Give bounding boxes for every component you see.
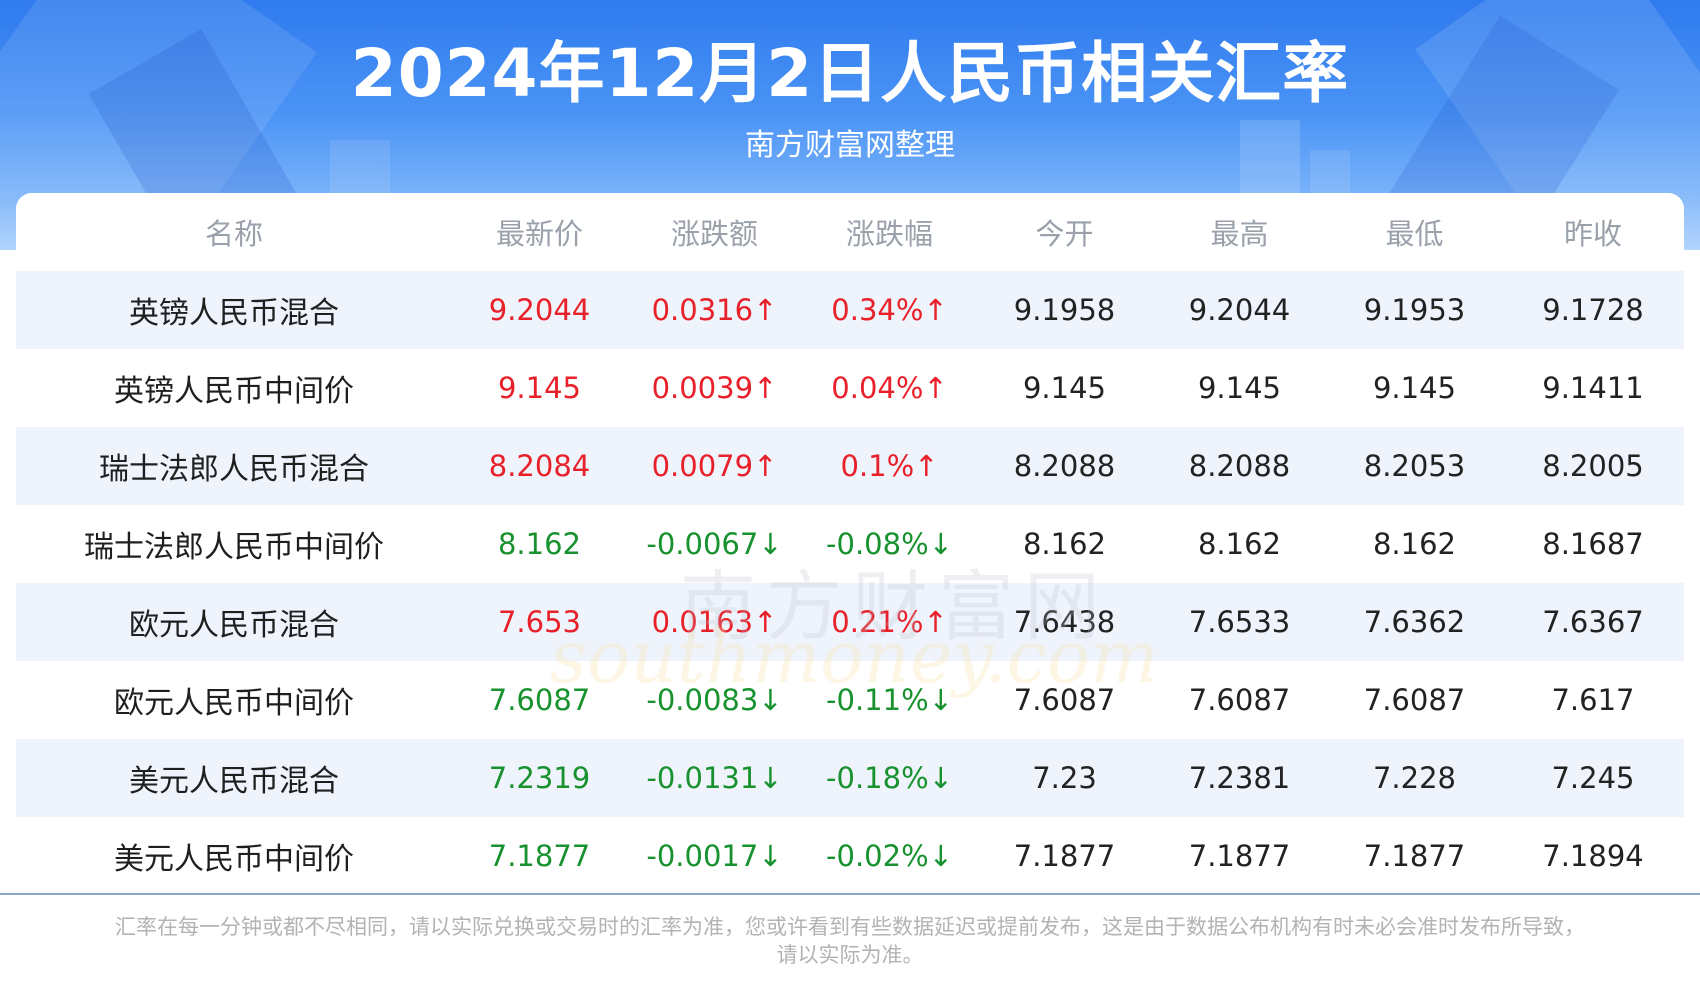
latest-price: 8.2084: [488, 449, 591, 483]
change-amount: 0.0079↑: [651, 449, 778, 483]
table-row: 英镑人民币中间价 9.145 0.0039↑ 0.04%↑ 9.145 9.145 9.14…: [16, 349, 1684, 427]
prev-close-price: 7.1894: [1542, 839, 1644, 873]
change-amount: 0.0163↑: [651, 605, 778, 639]
latest-price: 7.1877: [488, 839, 591, 873]
change-percent: -0.18%↓: [826, 761, 953, 795]
change-amount: 0.0316↑: [651, 293, 778, 327]
latest-price: 8.162: [497, 527, 582, 561]
change-percent: -0.02%↓: [826, 839, 953, 873]
currency-pair-name: 瑞士法郎人民币混合: [99, 452, 369, 487]
change-percent: -0.08%↓: [826, 527, 953, 561]
open-price: 7.23: [1032, 761, 1097, 795]
table-row: 美元人民币混合 7.2319 -0.0131↓ -0.18%↓ 7.23 7.2381 7.…: [16, 739, 1684, 817]
change-amount: -0.0067↓: [646, 527, 783, 561]
change-percent: 0.21%↑: [831, 605, 948, 639]
currency-pair-name: 瑞士法郎人民币中间价: [84, 530, 384, 565]
rate-table: 名称 最新价 涨跌额 涨跌幅 今开 最高 最低 昨收 英镑人民币混合 9.2044…: [0, 193, 1700, 895]
open-price: 7.1877: [1013, 839, 1116, 873]
low-price: 9.1953: [1363, 293, 1466, 327]
currency-pair-name: 欧元人民币中间价: [114, 686, 354, 721]
high-price: 7.6087: [1188, 683, 1291, 717]
disclaimer: 汇率在每一分钟或都不尽相同，请以实际兑换或交易时的汇率为准，您或许看到有些数据延…: [60, 913, 1640, 969]
change-amount: -0.0017↓: [646, 839, 783, 873]
table-row: 欧元人民币中间价 7.6087 -0.0083↓ -0.11%↓ 7.6087 7.608…: [16, 661, 1684, 739]
low-price: 9.145: [1372, 371, 1457, 405]
column-header-change: 涨跌额: [670, 217, 758, 251]
low-price: 7.228: [1372, 761, 1457, 795]
low-price: 7.6362: [1363, 605, 1466, 639]
latest-price: 9.2044: [488, 293, 591, 327]
disclaimer-line-1: 汇率在每一分钟或都不尽相同，请以实际兑换或交易时的汇率为准，您或许看到有些数据延…: [115, 915, 1585, 939]
change-amount: 0.0039↑: [651, 371, 778, 405]
currency-pair-name: 美元人民币中间价: [114, 842, 354, 877]
open-price: 8.2088: [1013, 449, 1116, 483]
high-price: 8.2088: [1188, 449, 1291, 483]
prev-close-price: 7.245: [1551, 761, 1635, 795]
column-header-high: 最高: [1210, 217, 1269, 251]
low-price: 8.162: [1372, 527, 1457, 561]
low-price: 7.6087: [1363, 683, 1466, 717]
table-row: 瑞士法郎人民币中间价 8.162 -0.0067↓ -0.08%↓ 8.162 8.162…: [16, 505, 1684, 583]
table-row: 欧元人民币混合 7.653 0.0163↑ 0.21%↑ 7.6438 7.6533 7.6…: [16, 583, 1684, 661]
change-percent: 0.1%↑: [840, 449, 939, 483]
disclaimer-line-2: 请以实际为准。: [776, 943, 924, 967]
open-price: 7.6438: [1013, 605, 1116, 639]
column-header-name: 名称: [204, 217, 263, 251]
column-header-open: 今开: [1035, 217, 1094, 251]
change-amount: -0.0083↓: [646, 683, 783, 717]
change-percent: -0.11%↓: [826, 683, 953, 717]
table-row: 瑞士法郎人民币混合 8.2084 0.0079↑ 0.1%↑ 8.2088 8.2088 8…: [16, 427, 1684, 505]
change-amount: -0.0131↓: [646, 761, 783, 795]
prev-close-price: 8.2005: [1542, 449, 1644, 483]
prev-close-price: 8.1687: [1542, 527, 1644, 561]
table-header-row: 名称 最新价 涨跌额 涨跌幅 今开 最高 最低 昨收: [16, 193, 1684, 271]
latest-price: 7.6087: [488, 683, 591, 717]
currency-pair-name: 英镑人民币混合: [129, 296, 339, 331]
prev-close-price: 9.1411: [1542, 371, 1644, 405]
page-subtitle: 南方财富网整理: [745, 128, 955, 163]
low-price: 8.2053: [1363, 449, 1466, 483]
high-price: 8.162: [1197, 527, 1282, 561]
column-header-low: 最低: [1385, 217, 1444, 251]
latest-price: 7.653: [497, 605, 582, 639]
low-price: 7.1877: [1363, 839, 1466, 873]
currency-pair-name: 欧元人民币混合: [129, 608, 339, 643]
high-price: 7.1877: [1188, 839, 1291, 873]
table-body: 英镑人民币混合 9.2044 0.0316↑ 0.34%↑ 9.1958 9.2044 9.…: [16, 271, 1684, 895]
open-price: 8.162: [1022, 527, 1107, 561]
change-percent: 0.04%↑: [831, 371, 948, 405]
table-row: 美元人民币中间价 7.1877 -0.0017↓ -0.02%↓ 7.1877 7.187…: [16, 817, 1684, 895]
page-title: 2024年12月2日人民币相关汇率: [350, 35, 1350, 112]
currency-pair-name: 美元人民币混合: [129, 764, 339, 799]
open-price: 9.1958: [1013, 293, 1116, 327]
column-header-change-pct: 涨跌幅: [845, 217, 933, 251]
prev-close-price: 7.6367: [1542, 605, 1644, 639]
high-price: 7.2381: [1188, 761, 1291, 795]
latest-price: 9.145: [497, 371, 582, 405]
latest-price: 7.2319: [488, 761, 591, 795]
prev-close-price: 7.617: [1551, 683, 1635, 717]
column-header-prev-close: 昨收: [1563, 217, 1622, 251]
currency-pair-name: 英镑人民币中间价: [114, 374, 354, 409]
change-percent: 0.34%↑: [831, 293, 948, 327]
open-price: 9.145: [1022, 371, 1107, 405]
table-row: 英镑人民币混合 9.2044 0.0316↑ 0.34%↑ 9.1958 9.2044 9.…: [16, 271, 1684, 349]
column-header-latest: 最新价: [495, 217, 583, 251]
high-price: 9.145: [1197, 371, 1282, 405]
prev-close-price: 9.1728: [1542, 293, 1644, 327]
high-price: 7.6533: [1188, 605, 1291, 639]
open-price: 7.6087: [1013, 683, 1116, 717]
high-price: 9.2044: [1188, 293, 1291, 327]
